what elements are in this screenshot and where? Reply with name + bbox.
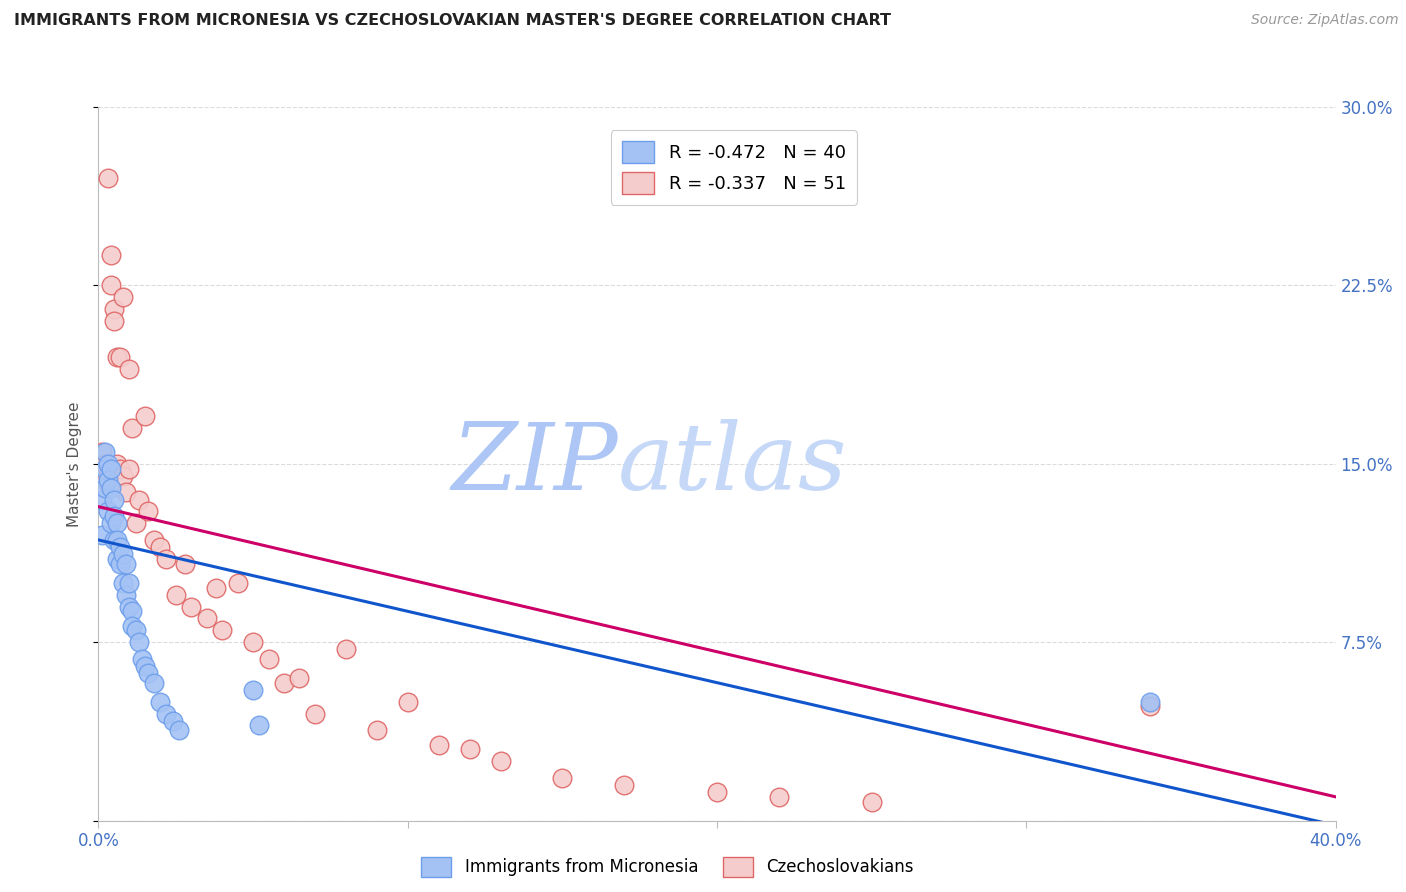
Point [273,675,295,690]
Point [112,575,135,590]
Y-axis label: Master's Degree: Master's Degree [67,401,83,526]
Point [100,516,122,531]
Point [97,504,120,518]
Point [93,481,115,495]
Point [93,461,115,475]
Point [124,516,146,531]
Point [131,652,153,666]
Point [366,723,388,738]
Point [93,474,115,488]
Point [112,468,135,483]
Point [174,557,197,571]
Point [90,528,112,542]
Point [195,611,218,625]
Point [115,588,138,602]
Point [162,714,184,728]
Text: IMMIGRANTS FROM MICRONESIA VS CZECHOSLOVAKIAN MASTER'S DEGREE CORRELATION CHART: IMMIGRANTS FROM MICRONESIA VS CZECHOSLOV… [14,13,891,29]
Point [105,516,128,531]
Point [118,575,141,590]
Point [247,718,270,732]
Point [100,481,122,495]
Point [551,771,574,785]
Point [93,457,115,471]
Point [155,552,177,566]
Point [136,666,159,681]
Point [100,247,122,261]
Point [613,778,636,792]
Legend: Immigrants from Micronesia, Czechoslovakians: Immigrants from Micronesia, Czechoslovak… [415,850,921,884]
Point [304,706,326,721]
Point [226,575,249,590]
Point [134,409,156,424]
Point [257,652,280,666]
Point [134,659,156,673]
Point [108,350,131,364]
Point [396,695,419,709]
Point [97,457,120,471]
Point [128,635,150,649]
Point [105,350,128,364]
Point [128,492,150,507]
Point [108,461,131,475]
Point [100,278,122,293]
Point [97,474,120,488]
Point [768,789,790,804]
Text: Source: ZipAtlas.com: Source: ZipAtlas.com [1251,13,1399,28]
Point [180,599,202,614]
Point [124,624,146,638]
Point [112,547,135,561]
Point [155,706,177,721]
Point [211,624,233,638]
Point [121,421,143,435]
Point [112,290,135,304]
Point [90,445,112,459]
Point [105,533,128,547]
Point [97,171,120,186]
Point [115,485,138,500]
Point [108,540,131,554]
Point [288,671,311,685]
Point [1139,699,1161,714]
Point [93,445,115,459]
Point [165,588,187,602]
Point [136,504,159,518]
Point [108,557,131,571]
Point [115,557,138,571]
Point [90,492,112,507]
Point [167,723,190,738]
Point [860,795,883,809]
Point [149,540,172,554]
Point [1139,695,1161,709]
Point [100,461,122,475]
Point [118,461,141,475]
Text: ZIP: ZIP [451,419,619,508]
Point [103,314,125,328]
Point [103,509,125,524]
Point [143,533,166,547]
Point [103,492,125,507]
Point [335,642,357,657]
Point [103,533,125,547]
Point [118,361,141,376]
Point [105,457,128,471]
Point [242,682,264,697]
Point [205,581,228,595]
Point [103,302,125,317]
Point [143,675,166,690]
Point [121,618,143,632]
Point [121,604,143,618]
Point [706,785,728,799]
Point [149,695,172,709]
Point [427,738,450,752]
Point [489,754,512,768]
Point [105,552,128,566]
Text: atlas: atlas [619,419,848,508]
Point [97,468,120,483]
Point [242,635,264,649]
Point [90,461,112,475]
Point [118,599,141,614]
Point [458,742,481,756]
